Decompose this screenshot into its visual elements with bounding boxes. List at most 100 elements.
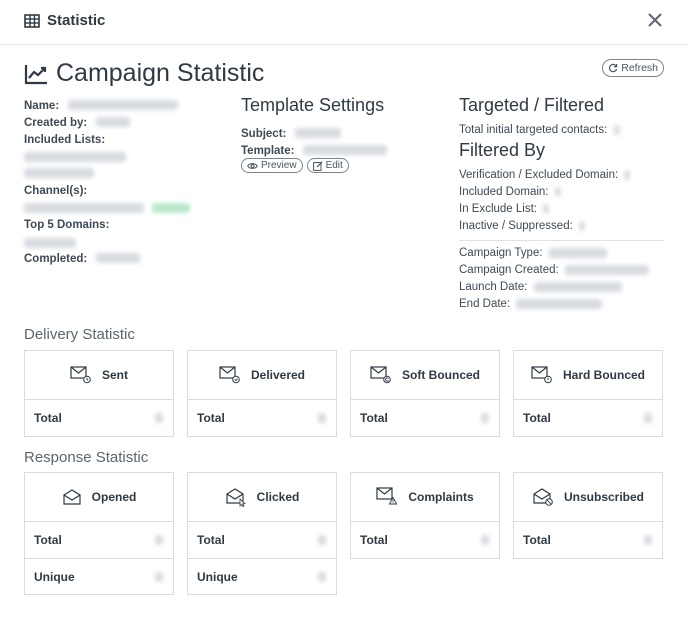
stat-value-redacted [644, 535, 652, 545]
included-lists-values [24, 148, 126, 166]
card-title: Sent [101, 368, 128, 382]
stat-row: Total [188, 400, 336, 436]
stat-row-label: Total [523, 533, 551, 547]
card-header: Unsubscribed [514, 473, 662, 522]
subject-label: Subject: [241, 128, 287, 140]
campaign-created-value-redacted [564, 264, 649, 275]
name-label: Name: [24, 100, 60, 112]
inactive-row: Inactive / Suppressed: [459, 220, 585, 232]
eye-icon [247, 162, 258, 169]
page-title: Campaign Statistic [24, 59, 264, 88]
stat-row-label: Total [360, 533, 388, 547]
verification-label: Verification / Excluded Domain: [459, 169, 619, 181]
created-by-value-redacted [95, 116, 130, 127]
card-title: Unsubscribed [563, 490, 644, 504]
stat-row-label: Total [197, 411, 225, 425]
refresh-icon [609, 63, 618, 73]
preview-button[interactable]: Preview [241, 158, 303, 173]
template-value-redacted [302, 144, 387, 155]
card-header: Soft Bounced [351, 351, 499, 400]
table-grid-icon [24, 13, 40, 28]
channel-badge-redacted [152, 202, 191, 213]
campaign-type-row: Campaign Type: [459, 247, 607, 259]
launch-date-label: Launch Date: [459, 281, 528, 293]
verification-value-redacted [624, 169, 631, 180]
in-exclude-row: In Exclude List: [459, 203, 550, 215]
card-header: Complaints [351, 473, 499, 522]
included-domain-row: Included Domain: [459, 186, 561, 198]
total-targeted-value-redacted [613, 124, 620, 135]
unsubscribed-card: Unsubscribed Total [513, 472, 663, 559]
channels-row: Channel(s): [24, 181, 87, 199]
preview-label: Preview [261, 160, 297, 171]
stat-row-label: Total [34, 533, 62, 547]
template-label: Template: [241, 145, 295, 157]
card-header: Delivered [188, 351, 336, 400]
mail-unsubscribe-icon [533, 488, 553, 506]
stat-value-redacted [318, 571, 326, 582]
card-title: Complaints [408, 490, 474, 504]
name-value-redacted [67, 99, 178, 110]
complaints-card: Complaints Total [350, 472, 500, 559]
total-targeted-row: Total initial targeted contacts: [459, 124, 620, 136]
stat-row: Unique [188, 558, 336, 594]
end-date-value-redacted [516, 298, 603, 309]
stat-row: Total [188, 522, 336, 558]
filtered-by-title: Filtered By [459, 140, 546, 160]
targeted-title: Targeted / Filtered [459, 95, 605, 115]
refresh-label: Refresh [621, 62, 658, 74]
card-title: Opened [91, 490, 137, 504]
opened-card: Opened Total Unique [24, 472, 174, 595]
close-icon[interactable] [646, 11, 664, 29]
top-domains-label: Top 5 Domains: [24, 219, 110, 231]
included-lists-values-2 [24, 164, 94, 182]
stat-value-redacted [318, 535, 326, 545]
stat-row: Total [25, 522, 173, 558]
channel-redacted [24, 202, 144, 213]
edit-icon [312, 160, 323, 171]
stat-row-label: Total [197, 533, 225, 547]
card-header: Opened [25, 473, 173, 522]
included-list-redacted [24, 151, 126, 162]
stat-row: Total [351, 400, 499, 436]
stat-row: Unique [25, 558, 173, 594]
stat-value-redacted [155, 535, 163, 545]
included-lists-label: Included Lists: [24, 134, 106, 146]
chart-line-icon [24, 64, 47, 84]
in-exclude-value-redacted [543, 203, 550, 214]
mail-warning-icon [376, 487, 398, 505]
subject-row: Subject: [241, 124, 341, 142]
page-title-text: Campaign Statistic [56, 59, 265, 87]
card-title: Clicked [256, 490, 300, 504]
subject-value-redacted [294, 127, 341, 138]
included-lists-row: Included Lists: [24, 130, 105, 148]
modal-header: Statistic [0, 0, 688, 45]
stat-value-redacted [481, 535, 489, 545]
stat-row-label: Total [360, 411, 388, 425]
inactive-label: Inactive / Suppressed: [459, 220, 573, 232]
refresh-button[interactable]: Refresh [602, 59, 664, 77]
stat-row-label: Total [523, 411, 551, 425]
edit-button[interactable]: Edit [306, 158, 349, 173]
card-header: Sent [25, 351, 173, 400]
stat-row-label: Unique [197, 569, 238, 584]
edit-label: Edit [325, 160, 343, 171]
stat-row: Total [25, 400, 173, 436]
response-statistic-title: Response Statistic [24, 449, 149, 466]
total-targeted-label: Total initial targeted contacts: [459, 124, 608, 136]
verification-row: Verification / Excluded Domain: [459, 169, 631, 181]
clicked-card: Clicked Total Unique [187, 472, 337, 595]
mail-click-icon [226, 488, 246, 507]
stat-value-redacted [155, 571, 163, 582]
mail-clock-icon [70, 366, 91, 384]
mail-hard-bounce-icon [531, 366, 552, 384]
modal-title-wrap: Statistic [24, 12, 105, 29]
domain-redacted [24, 237, 76, 248]
card-header: Hard Bounced [514, 351, 662, 400]
end-date-row: End Date: [459, 298, 603, 310]
completed-label: Completed: [24, 253, 88, 265]
stat-row: Total [514, 400, 662, 436]
campaign-type-value-redacted [548, 247, 607, 258]
campaign-created-row: Campaign Created: [459, 264, 649, 276]
created-by-label: Created by: [24, 117, 88, 129]
